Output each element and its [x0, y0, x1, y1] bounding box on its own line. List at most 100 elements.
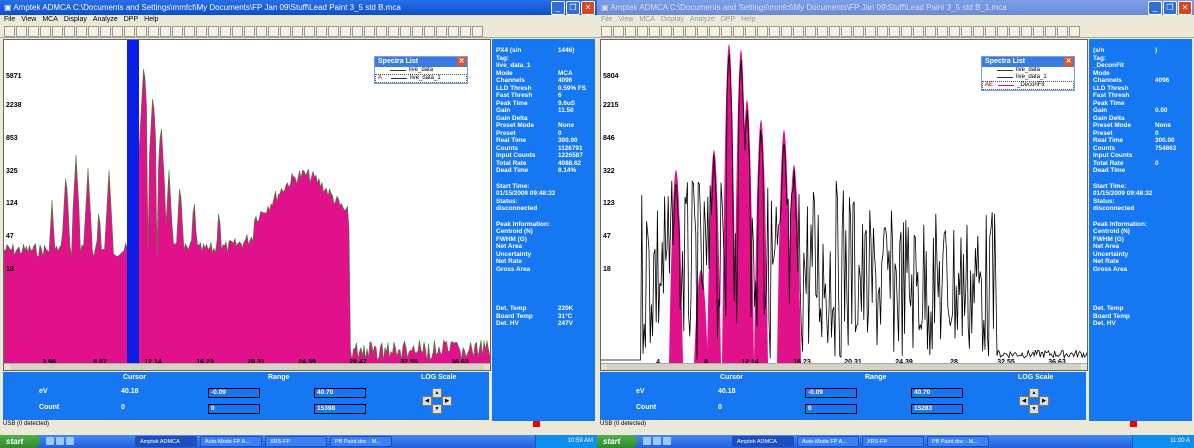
toolbar-button-icon[interactable] [865, 26, 876, 37]
range-count-start-input[interactable]: 0 [208, 404, 260, 414]
spectrum-plot[interactable]: 5804 2215 846 322 123 47 18 4. 8. 12.14 … [600, 39, 1088, 371]
title-bar[interactable]: ▣ Amptek ADMCA C:\Documents and Settings… [597, 0, 1194, 15]
toolbar-button-icon[interactable] [709, 26, 720, 37]
toolbar-button-icon[interactable] [925, 26, 936, 37]
start-button[interactable]: start [597, 435, 637, 448]
toolbar-button-icon[interactable] [304, 26, 315, 37]
toolbar-button-icon[interactable] [148, 26, 159, 37]
toolbar-button-icon[interactable] [160, 26, 171, 37]
arrow-up-icon[interactable]: ▲ [1029, 388, 1039, 398]
toolbar-button-icon[interactable] [697, 26, 708, 37]
toolbar-button-icon[interactable] [232, 26, 243, 37]
toolbar-button-icon[interactable] [292, 26, 303, 37]
toolbar-button-icon[interactable] [769, 26, 780, 37]
task-button[interactable]: Amptek ADMCA [732, 436, 794, 447]
toolbar-button-icon[interactable] [28, 26, 39, 37]
task-button[interactable]: Auto-Mode FP A... [797, 436, 859, 447]
toolbar-button-icon[interactable] [364, 26, 375, 37]
range-ev-end-input[interactable]: 40.70 [911, 388, 963, 398]
range-ev-start-input[interactable]: -0.09 [208, 388, 260, 398]
toolbar-button-icon[interactable] [328, 26, 339, 37]
quicklaunch-icon[interactable] [56, 437, 64, 445]
minimize-icon[interactable]: _ [551, 1, 565, 15]
toolbar-button-icon[interactable] [16, 26, 27, 37]
toolbar-button-icon[interactable] [448, 26, 459, 37]
spectra-list-item[interactable]: live_data [982, 67, 1074, 74]
toolbar-button-icon[interactable] [937, 26, 948, 37]
toolbar-button-icon[interactable] [673, 26, 684, 37]
toolbar-button-icon[interactable] [220, 26, 231, 37]
toolbar-button-icon[interactable] [1021, 26, 1032, 37]
task-button[interactable]: Auto-Mode FP A... [200, 436, 262, 447]
toolbar-button-icon[interactable] [961, 26, 972, 37]
spectra-list-item[interactable]: live_data [375, 67, 467, 74]
scroll-thumb[interactable] [10, 364, 484, 370]
horizontal-scrollbar[interactable] [4, 363, 490, 370]
toolbar-button-icon[interactable] [877, 26, 888, 37]
task-button[interactable]: XRS-FP [862, 436, 924, 447]
title-bar[interactable]: ▣ Amptek ADMCA C:\Documents and Settings… [0, 0, 597, 15]
menu-help[interactable]: Help [144, 16, 159, 23]
task-button[interactable]: Amptek ADMCA [135, 436, 197, 447]
quicklaunch-icon[interactable] [643, 437, 651, 445]
menu-mca[interactable]: MCA [639, 16, 655, 23]
toolbar-button-icon[interactable] [280, 26, 291, 37]
toolbar-button-icon[interactable] [100, 26, 111, 37]
toolbar-button-icon[interactable] [757, 26, 768, 37]
arrow-left-icon[interactable]: ◀ [422, 396, 432, 406]
spectra-list-header[interactable]: Spectra List ✕ [375, 57, 467, 67]
range-ev-end-input[interactable]: 40.70 [314, 388, 366, 398]
menu-dpp[interactable]: DPP [123, 16, 139, 23]
toolbar-button-icon[interactable] [601, 26, 612, 37]
close-icon[interactable]: ✕ [457, 57, 466, 66]
range-count-end-input[interactable]: 15398 [314, 404, 366, 414]
menu-mca[interactable]: MCA [42, 16, 58, 23]
restore-icon[interactable]: ❐ [1163, 1, 1177, 15]
toolbar-button-icon[interactable] [436, 26, 447, 37]
menu-display[interactable]: Display [63, 16, 87, 23]
menu-analyze[interactable]: Analyze [689, 16, 715, 23]
toolbar-button-icon[interactable] [841, 26, 852, 37]
restore-icon[interactable]: ❐ [566, 1, 580, 15]
toolbar-button-icon[interactable] [424, 26, 435, 37]
arrow-down-icon[interactable]: ▼ [1029, 404, 1039, 414]
menu-file[interactable]: File [601, 16, 613, 23]
toolbar-button-icon[interactable] [637, 26, 648, 37]
quicklaunch-icon[interactable] [46, 437, 54, 445]
toolbar-button-icon[interactable] [985, 26, 996, 37]
spectra-list-item[interactable]: AE _DeconFit [982, 81, 1074, 90]
toolbar-button-icon[interactable] [400, 26, 411, 37]
close-icon[interactable]: ✕ [1064, 57, 1073, 66]
toolbar-button-icon[interactable] [829, 26, 840, 37]
toolbar-button-icon[interactable] [208, 26, 219, 37]
task-button[interactable]: PB Paint.doc - M... [927, 436, 989, 447]
toolbar-button-icon[interactable] [172, 26, 183, 37]
toolbar-button-icon[interactable] [721, 26, 732, 37]
toolbar-button-icon[interactable] [625, 26, 636, 37]
toolbar-button-icon[interactable] [685, 26, 696, 37]
menu-dpp[interactable]: DPP [720, 16, 736, 23]
quicklaunch-icon[interactable] [663, 437, 671, 445]
menu-display[interactable]: Display [660, 16, 684, 23]
task-button[interactable]: XRS-FP [265, 436, 327, 447]
spectra-list-header[interactable]: Spectra List ✕ [982, 57, 1074, 67]
toolbar-button-icon[interactable] [1009, 26, 1020, 37]
toolbar-button-icon[interactable] [949, 26, 960, 37]
arrow-left-icon[interactable]: ◀ [1019, 396, 1029, 406]
toolbar-button-icon[interactable] [913, 26, 924, 37]
toolbar-button-icon[interactable] [1045, 26, 1056, 37]
task-button[interactable]: PB Paint.doc - M... [330, 436, 392, 447]
toolbar-button-icon[interactable] [64, 26, 75, 37]
toolbar-button-icon[interactable] [805, 26, 816, 37]
range-count-start-input[interactable]: 0 [805, 404, 857, 414]
menu-view[interactable]: View [21, 16, 37, 23]
scroll-thumb[interactable] [607, 364, 1081, 370]
toolbar-button-icon[interactable] [4, 26, 15, 37]
toolbar-button-icon[interactable] [184, 26, 195, 37]
toolbar-button-icon[interactable] [316, 26, 327, 37]
quicklaunch-icon[interactable] [653, 437, 661, 445]
close-icon[interactable]: ✕ [1178, 1, 1192, 15]
toolbar-button-icon[interactable] [76, 26, 87, 37]
toolbar-button-icon[interactable] [1033, 26, 1044, 37]
